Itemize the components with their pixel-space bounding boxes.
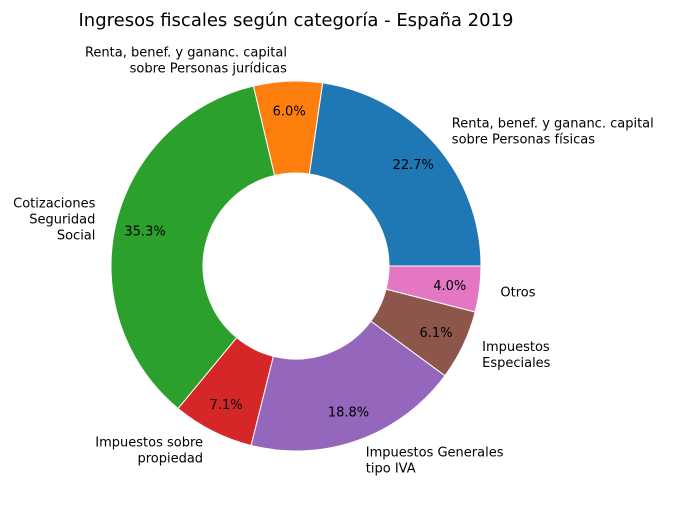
pie-slice-percent-label: 7.1% xyxy=(210,398,243,413)
pie-slice-category-label: Impuestos sobre propiedad xyxy=(95,435,203,466)
pie-slice-2 xyxy=(110,85,276,410)
pie-slice-category-label: Impuestos Especiales xyxy=(482,340,551,371)
pie-slice-category-label: Renta, benef. y gananc. capital sobre Per… xyxy=(85,46,287,77)
percent-labels: 22.7% 6.0% 35.3% 7.1% 18.8% 6.1% 4.0% xyxy=(124,105,466,421)
pie-slice-percent-label: 18.8% xyxy=(328,405,369,420)
chart-title: Ingresos fiscales según categoría - Espa… xyxy=(79,10,514,31)
pie-slice-percent-label: 6.1% xyxy=(420,326,453,341)
pie-slice-percent-label: 35.3% xyxy=(124,224,165,239)
pie-slices xyxy=(110,80,482,452)
pie-slice-percent-label: 6.0% xyxy=(273,105,306,120)
pie-slice-category-label: Cotizaciones Seguridad Social xyxy=(13,197,95,244)
pie-slice-category-label: Otros xyxy=(500,285,535,300)
pie-slice-6 xyxy=(385,265,482,313)
category-labels: Renta, benef. y gananc. capital sobre Per… xyxy=(13,46,654,477)
pie-slice-category-label: Renta, benef. y gananc. capital sobre Per… xyxy=(452,117,654,148)
pie-slice-0 xyxy=(308,82,482,267)
pie-slice-4 xyxy=(250,320,446,452)
pie-slice-percent-label: 4.0% xyxy=(433,279,466,294)
pie-slice-category-label: Impuestos Generales tipo IVA xyxy=(366,445,504,476)
pie-slice-percent-label: 22.7% xyxy=(393,158,434,173)
